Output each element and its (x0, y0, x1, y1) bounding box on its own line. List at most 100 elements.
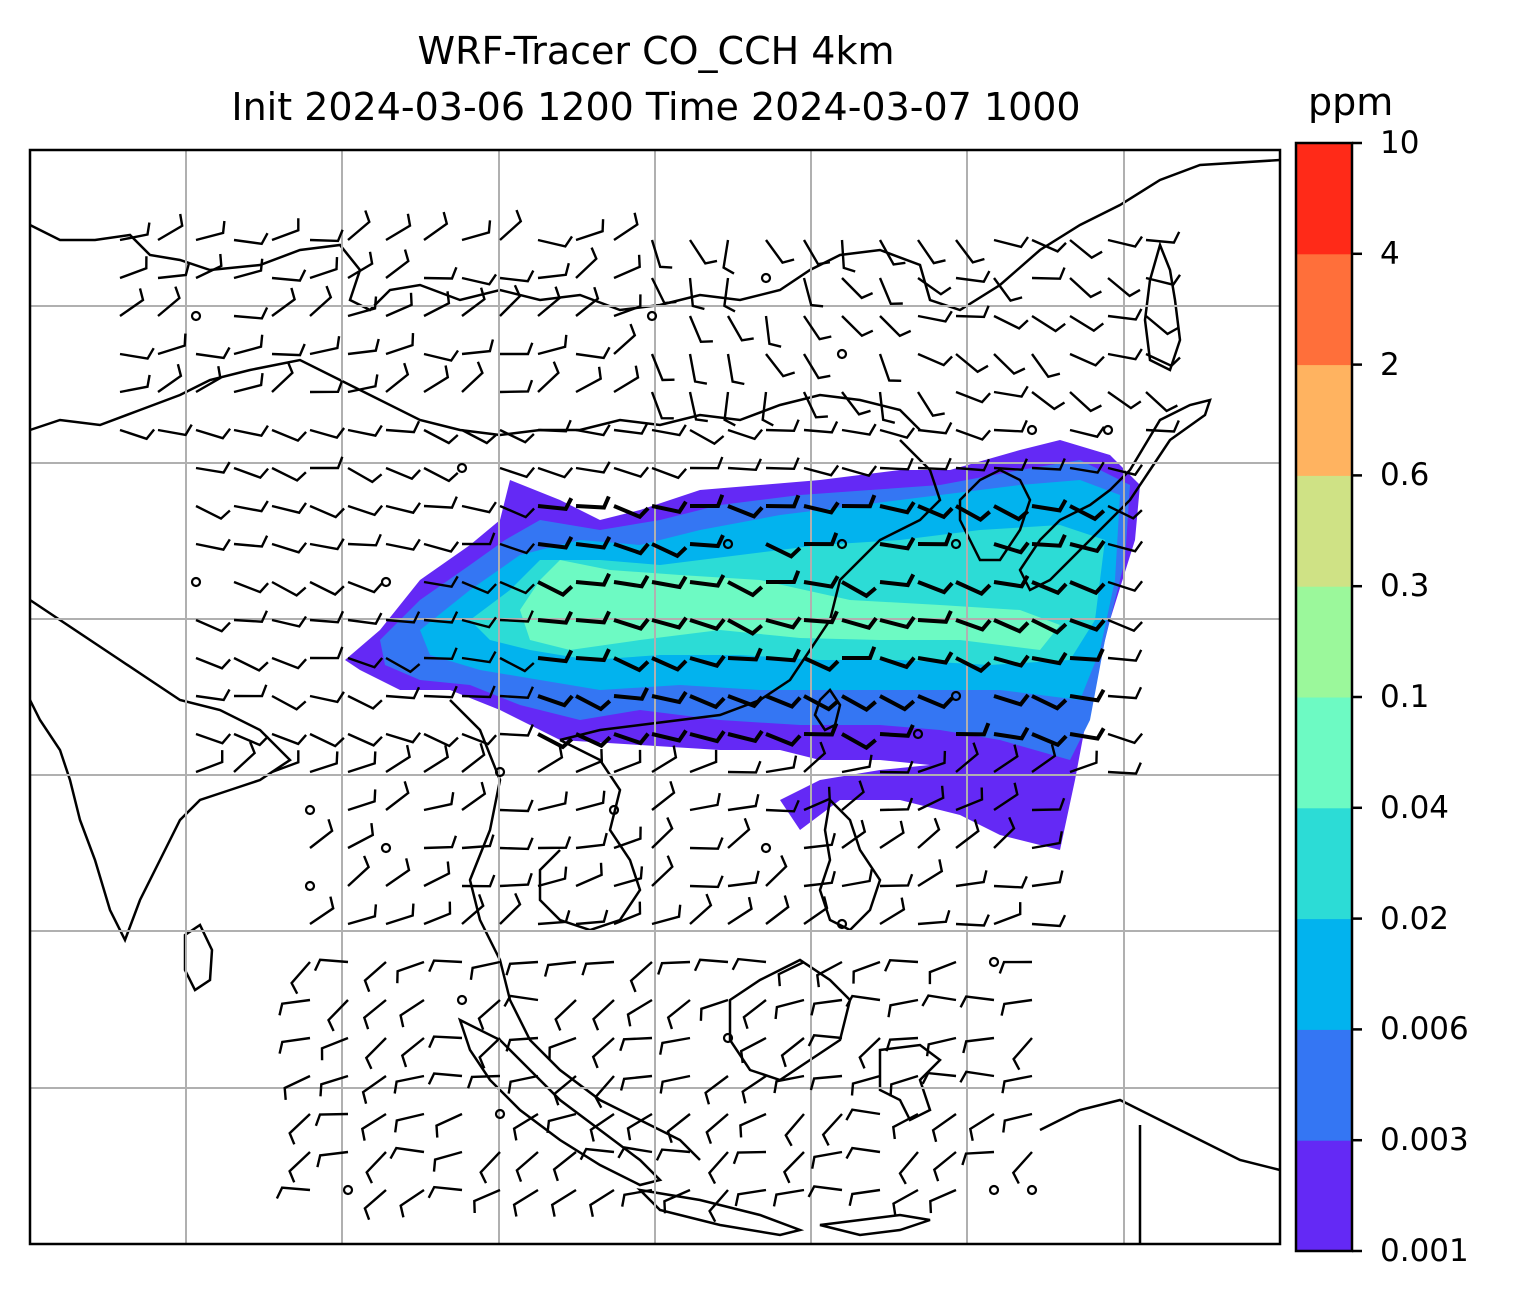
wind-barb (157, 423, 193, 437)
wind-barb (233, 372, 264, 394)
wind-barb (1069, 277, 1102, 299)
wind-barb (613, 732, 650, 746)
calm-wind-marker (988, 1184, 1000, 1196)
wind-barb (271, 615, 307, 628)
wind-barb (803, 532, 839, 547)
wind-barb (461, 361, 484, 393)
wind-barb (841, 819, 867, 849)
wind-barb (347, 251, 374, 280)
calm-wind-marker (836, 348, 848, 360)
calm-wind-marker (646, 310, 658, 322)
wind-barb (283, 1074, 311, 1101)
wind-barb (659, 1036, 691, 1055)
wind-barb (841, 694, 877, 713)
wind-barb (879, 820, 905, 850)
wind-barb (803, 575, 840, 589)
wind-barb (271, 656, 307, 670)
wind-barb (955, 458, 991, 472)
wind-barb (1001, 1074, 1033, 1094)
wind-barb (195, 427, 232, 440)
wind-barb (879, 501, 916, 515)
wind-barb (461, 220, 492, 242)
wind-barb (461, 428, 497, 445)
wind-barb (932, 1151, 957, 1182)
wind-barb (1107, 308, 1143, 321)
wind-barb (1107, 649, 1143, 662)
wind-barb (955, 656, 992, 674)
wind-barb (613, 254, 641, 280)
wind-barb (385, 731, 422, 744)
wind-barb (626, 1112, 653, 1141)
wind-barb (955, 353, 989, 374)
wind-barb (515, 1151, 539, 1183)
wind-barb (619, 1036, 653, 1052)
wind-barb (233, 466, 270, 480)
colorbar-tick-label: 0.006 (1380, 1011, 1469, 1048)
wind-barbs (119, 209, 1181, 1223)
wind-barb (1069, 426, 1105, 439)
wind-barb (993, 236, 1029, 249)
wind-barb (461, 273, 497, 286)
wind-barb (688, 353, 708, 385)
wind-barb (688, 315, 713, 344)
wind-barb (288, 1151, 311, 1183)
java (636, 1188, 805, 1237)
wind-barb (708, 1189, 729, 1223)
wind-barb (841, 868, 873, 888)
wind-barb (816, 960, 843, 988)
wind-barb (119, 374, 151, 394)
wind-barb (385, 292, 413, 318)
wind-barb (1107, 348, 1143, 361)
colorbar-tick-label: 10 (1380, 125, 1420, 161)
wind-barb (848, 1188, 881, 1206)
wind-barb (499, 892, 522, 925)
wind-barb (319, 1074, 349, 1097)
wind-barb (961, 1150, 995, 1166)
wind-barb (309, 336, 341, 356)
wind-barb (314, 1112, 349, 1127)
wind-barb (1069, 391, 1102, 413)
wind-barb (499, 799, 534, 813)
wind-barb (575, 572, 611, 587)
wind-barb (119, 256, 148, 280)
wind-barb (233, 424, 269, 438)
wind-barb (1069, 750, 1098, 774)
wind-barb (1069, 504, 1106, 522)
wind-barb (659, 1074, 691, 1094)
wind-barb (537, 866, 568, 888)
wind-barb (400, 1037, 425, 1068)
wind-barb (1145, 274, 1181, 287)
wind-barb (195, 504, 231, 521)
wind-barb (803, 656, 840, 672)
wind-barb (803, 610, 839, 625)
calm-wind-marker (380, 842, 392, 854)
wind-barb (575, 694, 612, 712)
wind-barb (1069, 239, 1103, 260)
wind-barb (271, 694, 307, 711)
wind-barb (993, 618, 1030, 634)
wind-barb (575, 461, 611, 474)
wind-barb (651, 500, 688, 515)
wind-barb (347, 504, 384, 517)
wind-barb (772, 1188, 805, 1207)
wind-barb (537, 535, 574, 550)
wind-barb (879, 315, 912, 338)
wind-barb (617, 1146, 653, 1159)
wind-barb (803, 420, 839, 434)
wind-barb (537, 694, 574, 708)
wind-barb (233, 741, 257, 773)
wind-barb (651, 616, 688, 630)
wind-barb (575, 610, 611, 625)
wind-barb (613, 749, 642, 774)
wind-barb (499, 209, 523, 241)
wind-barb (650, 277, 677, 305)
wind-barb (766, 570, 801, 584)
wind-barb (878, 239, 906, 266)
wind-barb (233, 306, 269, 320)
colorbar-unit-label: ppm (1308, 80, 1394, 124)
wind-barb (423, 496, 458, 509)
wind-barb (765, 542, 802, 559)
calm-wind-marker (1026, 424, 1038, 436)
wind-barb (543, 960, 577, 977)
wind-barb (347, 210, 371, 241)
